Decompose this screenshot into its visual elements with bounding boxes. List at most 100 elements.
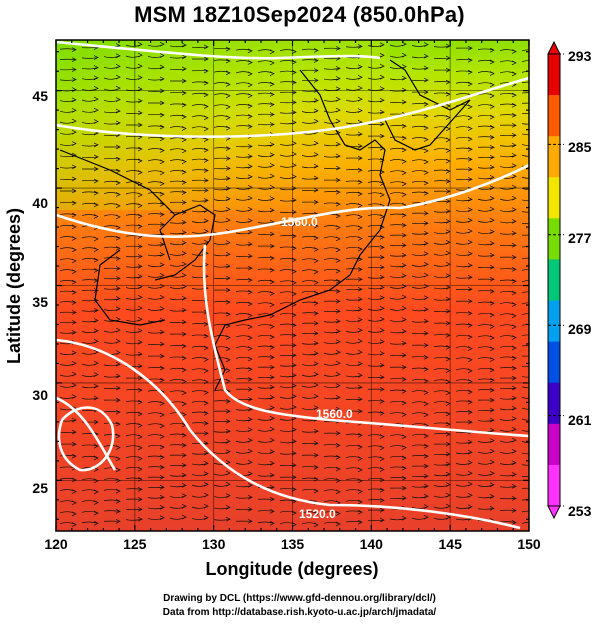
streamline-arrow [147, 353, 165, 359]
streamline-arrow [345, 349, 363, 355]
streamline-arrow [477, 459, 495, 465]
streamline-arrow [59, 360, 77, 366]
streamline-arrow [345, 317, 363, 322]
streamline-arrow [323, 395, 341, 400]
streamline-arrow [301, 340, 319, 346]
streamline-arrow [279, 383, 297, 388]
streamline-arrow [345, 179, 363, 185]
streamline-arrow [125, 146, 143, 152]
streamline-arrow [235, 417, 253, 422]
streamline-arrow [125, 316, 143, 322]
streamline-arrow [235, 144, 253, 149]
streamline-arrow [499, 345, 517, 351]
streamline-arrow [521, 102, 529, 104]
streamline-arrow [477, 124, 495, 130]
streamline-arrow [147, 434, 165, 439]
streamline-arrow [125, 375, 143, 381]
streamline-arrow [213, 299, 231, 305]
streamline-arrow [301, 175, 319, 181]
streamline-arrow [125, 52, 143, 58]
streamline-arrow [257, 374, 275, 380]
streamline-arrow [235, 289, 253, 295]
streamline-arrow [345, 408, 363, 414]
streamline-arrow [191, 188, 209, 193]
streamline-arrow [455, 176, 473, 182]
streamline-arrow [323, 141, 341, 147]
streamline-arrow [455, 346, 473, 351]
streamline-arrow [477, 241, 495, 246]
streamline-arrow [81, 190, 99, 196]
y-tick-label: 25 [32, 480, 48, 496]
streamline-arrow [411, 493, 429, 499]
streamline-arrow [301, 311, 319, 316]
streamline-arrow [499, 448, 517, 454]
colorbar-segment [548, 341, 560, 384]
streamline-arrow [103, 509, 121, 514]
streamline-arrow [521, 323, 529, 326]
streamline-arrow [81, 166, 99, 172]
streamline-arrow [367, 374, 385, 380]
streamline-arrow [477, 135, 495, 140]
colorbar-segment [548, 95, 560, 137]
streamline-arrow [521, 81, 529, 84]
streamline-arrow [323, 225, 341, 230]
streamline-arrow [125, 254, 143, 259]
streamline-arrow [323, 489, 341, 495]
height-contours [56, 40, 529, 530]
streamline-arrow [147, 444, 165, 450]
streamline-arrow [389, 495, 407, 501]
streamline-arrow [499, 496, 517, 501]
streamline-arrow [59, 129, 77, 135]
streamline-arrow [301, 321, 319, 326]
streamline-arrow [103, 409, 121, 415]
streamline-arrow [103, 74, 121, 80]
streamline-arrow [103, 498, 121, 504]
streamline-arrow [125, 192, 143, 198]
streamline-arrow [59, 300, 77, 305]
streamline-arrow [499, 102, 517, 108]
streamline-arrow [257, 142, 275, 147]
streamline-arrow [235, 387, 253, 392]
streamline-arrow [213, 505, 231, 510]
streamline-arrow [389, 223, 407, 228]
streamline-arrow [411, 443, 429, 449]
streamline-arrow [323, 318, 341, 324]
streamline-arrow [345, 246, 363, 252]
streamline-arrow [103, 180, 121, 186]
streamline-arrow [191, 515, 209, 520]
streamline-arrow [345, 327, 363, 333]
streamline-arrow [235, 48, 253, 54]
streamline-arrow [59, 108, 77, 113]
streamline-arrow [257, 291, 275, 296]
streamline-arrow [345, 467, 363, 473]
temperature-field: 1560.0 1560.0 1520.0 [56, 40, 529, 531]
streamline-arrow [169, 90, 187, 96]
streamline-arrow [213, 335, 231, 340]
streamline-arrow [213, 516, 231, 522]
streamline-arrow [521, 386, 529, 389]
streamline-arrow [235, 377, 253, 382]
streamline-arrow [345, 444, 363, 450]
streamline-arrow [411, 101, 429, 107]
streamline-arrow [345, 373, 363, 378]
streamline-arrow [521, 429, 529, 432]
streamline-arrow [411, 113, 429, 119]
streamline-arrow [389, 212, 407, 218]
tick-marks [55, 40, 530, 531]
streamline-arrow [235, 241, 253, 247]
streamline-arrow [235, 265, 253, 271]
streamline-arrow [147, 484, 165, 490]
streamline-arrow [213, 93, 231, 99]
streamline-arrow [477, 506, 495, 511]
streamline-arrow [81, 236, 99, 242]
streamline-arrow [521, 92, 529, 94]
streamline-arrow [499, 123, 517, 128]
streamline-arrow [59, 330, 77, 335]
streamline-arrow [455, 217, 473, 223]
streamline-arrow [521, 452, 529, 455]
streamline-arrow [191, 345, 209, 351]
streamline-arrow [235, 253, 253, 259]
streamline-arrow [345, 236, 363, 241]
streamline-arrow [103, 144, 121, 150]
streamline-arrow [499, 60, 517, 66]
